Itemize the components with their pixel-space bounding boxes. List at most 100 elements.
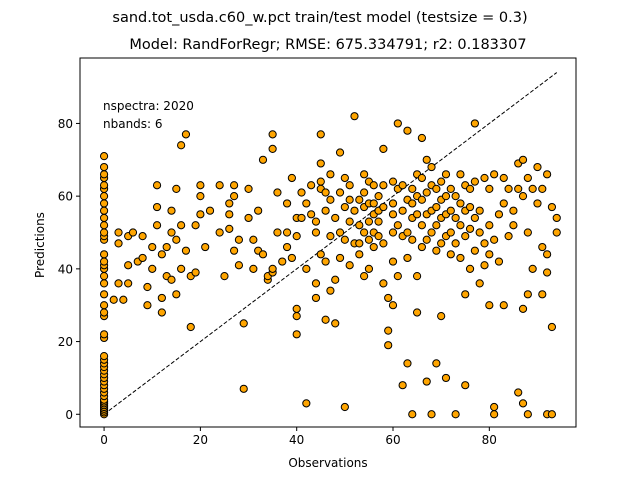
data-point bbox=[422, 188, 431, 197]
data-point bbox=[461, 232, 470, 241]
data-point bbox=[350, 206, 359, 215]
data-point bbox=[547, 322, 557, 332]
data-point bbox=[451, 192, 460, 201]
data-point bbox=[282, 242, 292, 252]
data-point bbox=[326, 170, 335, 179]
x-tick-label: 80 bbox=[482, 433, 497, 447]
data-point bbox=[374, 192, 383, 201]
y-tick-label: 80 bbox=[58, 117, 73, 131]
data-point bbox=[538, 242, 547, 252]
data-point bbox=[268, 264, 277, 273]
data-point bbox=[523, 290, 532, 299]
data-point bbox=[456, 199, 465, 208]
data-point bbox=[485, 221, 494, 230]
data-point bbox=[446, 206, 455, 215]
data-point bbox=[172, 290, 181, 299]
data-point bbox=[157, 250, 166, 259]
data-point bbox=[470, 213, 479, 223]
data-point bbox=[311, 279, 321, 288]
data-point bbox=[220, 272, 229, 281]
x-tick-label: 0 bbox=[100, 433, 108, 447]
data-point bbox=[408, 199, 417, 208]
data-point bbox=[518, 304, 528, 313]
data-point bbox=[321, 188, 330, 197]
data-point bbox=[490, 410, 499, 419]
data-point bbox=[465, 264, 475, 273]
x-tick-label: 60 bbox=[385, 433, 400, 447]
data-point bbox=[191, 221, 200, 230]
data-point bbox=[374, 217, 383, 226]
data-point bbox=[143, 282, 152, 292]
data-point bbox=[470, 119, 479, 128]
data-point bbox=[215, 181, 224, 190]
data-point bbox=[196, 192, 205, 201]
data-point bbox=[99, 192, 109, 201]
data-point bbox=[99, 272, 109, 281]
data-point bbox=[408, 410, 417, 419]
data-point bbox=[326, 195, 335, 204]
data-point bbox=[321, 315, 330, 324]
data-point bbox=[229, 192, 239, 201]
data-point bbox=[543, 250, 552, 259]
data-point bbox=[432, 246, 441, 255]
data-point bbox=[254, 206, 263, 215]
data-point bbox=[437, 177, 446, 186]
data-point bbox=[225, 210, 234, 219]
data-point bbox=[552, 213, 561, 223]
data-point bbox=[152, 221, 162, 230]
data-point bbox=[278, 257, 287, 266]
data-point bbox=[258, 250, 268, 259]
data-point bbox=[99, 152, 109, 161]
data-point bbox=[311, 228, 321, 237]
data-point bbox=[427, 410, 436, 419]
data-point bbox=[99, 228, 109, 237]
data-point bbox=[99, 206, 109, 215]
data-point bbox=[345, 261, 354, 270]
data-point bbox=[157, 308, 166, 317]
data-point bbox=[384, 326, 393, 335]
data-point bbox=[181, 130, 191, 139]
data-point bbox=[384, 293, 393, 303]
data-point bbox=[446, 250, 455, 259]
data-point bbox=[388, 257, 398, 266]
data-point bbox=[393, 272, 402, 281]
data-point bbox=[417, 173, 427, 183]
data-point bbox=[143, 301, 152, 310]
data-point bbox=[403, 359, 412, 368]
data-point bbox=[321, 257, 330, 266]
data-point bbox=[518, 399, 528, 408]
data-point bbox=[470, 246, 479, 255]
data-point bbox=[239, 319, 248, 328]
data-point bbox=[533, 162, 542, 172]
data-point bbox=[355, 239, 364, 248]
data-point bbox=[393, 221, 402, 230]
plot-frame bbox=[79, 57, 577, 428]
data-point bbox=[273, 188, 282, 197]
data-point bbox=[152, 202, 162, 212]
data-point bbox=[408, 235, 417, 244]
data-point bbox=[388, 199, 398, 208]
data-point bbox=[547, 202, 557, 212]
data-point bbox=[403, 228, 412, 237]
data-point bbox=[456, 221, 465, 230]
data-point bbox=[379, 239, 388, 248]
data-point bbox=[321, 206, 330, 215]
data-point bbox=[340, 173, 349, 183]
data-point bbox=[201, 242, 210, 252]
data-point bbox=[345, 217, 354, 226]
data-point bbox=[432, 184, 441, 193]
data-point bbox=[456, 253, 465, 263]
data-point bbox=[388, 228, 398, 237]
plot-area: 0 20 40 60 80 0 20 40 60 80 bbox=[58, 57, 577, 447]
data-point bbox=[432, 202, 441, 212]
data-point bbox=[99, 250, 109, 259]
data-point bbox=[172, 235, 181, 244]
data-point bbox=[538, 290, 547, 299]
data-point bbox=[297, 188, 306, 197]
data-point bbox=[249, 235, 258, 244]
data-point bbox=[499, 199, 508, 208]
data-point bbox=[364, 235, 374, 244]
data-point bbox=[345, 181, 354, 190]
